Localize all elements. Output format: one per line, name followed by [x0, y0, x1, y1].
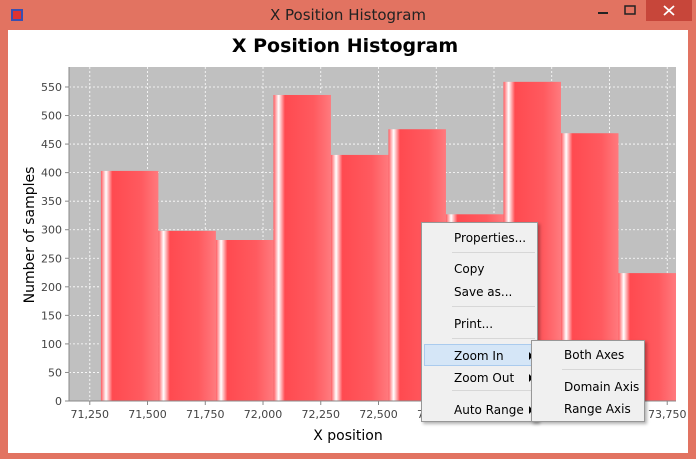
x-axis-label: X position — [313, 428, 383, 444]
menu-item[interactable]: Properties... — [454, 231, 527, 245]
context-menu: Properties... Copy Save as... Print... Zoom … — [421, 222, 538, 422]
y-tick-label: 500 — [41, 110, 62, 123]
menu-separator — [562, 369, 642, 370]
title-bar: X Position Histogram — [0, 0, 696, 30]
menu-separator — [452, 306, 535, 307]
x-tick-label: 71,250 — [71, 408, 110, 421]
bar — [273, 94, 331, 401]
x-tick-label: 72,000 — [244, 408, 283, 421]
chart-title: X Position Histogram — [232, 35, 458, 57]
y-tick-label: 200 — [41, 281, 62, 294]
y-axis-label: Number of samples — [22, 167, 38, 304]
menu-item[interactable]: Save as... — [454, 285, 513, 299]
menu-item[interactable]: Copy — [454, 262, 485, 276]
y-tick-label: 400 — [41, 167, 62, 180]
x-tick-label: 72,500 — [359, 408, 398, 421]
menu-item[interactable]: Auto Range — [454, 403, 524, 417]
bar — [158, 230, 216, 401]
app-icon — [11, 9, 23, 21]
submenu-item[interactable]: Range Axis — [564, 402, 631, 416]
y-tick-label: 100 — [41, 338, 62, 351]
bar — [215, 239, 274, 401]
x-tick-label: 71,750 — [186, 408, 225, 421]
y-tick-label: 550 — [41, 81, 62, 94]
y-tick-label: 150 — [41, 309, 62, 322]
y-tick-label: 50 — [48, 366, 62, 379]
menu-separator — [452, 390, 535, 391]
x-tick-label: 72,250 — [302, 408, 341, 421]
window-controls — [598, 0, 692, 21]
bar — [100, 170, 159, 401]
menu-separator — [452, 338, 535, 339]
x-tick-label: 73,750 — [648, 408, 687, 421]
y-tick-label: 250 — [41, 252, 62, 265]
maximize[interactable] — [624, 5, 636, 15]
menu-separator — [452, 252, 535, 253]
submenu: Both Axes Domain Axis Range Axis — [531, 340, 645, 422]
menu-item[interactable]: Zoom Out — [454, 371, 515, 385]
window-title: X Position Histogram — [269, 6, 427, 24]
y-tick-label: 350 — [41, 195, 62, 208]
y-tick-label: 450 — [41, 138, 62, 151]
bar — [330, 154, 389, 401]
menu-item[interactable]: Print... — [454, 317, 494, 331]
x-tick-label: 71,500 — [128, 408, 167, 421]
submenu-item[interactable]: Both Axes — [564, 348, 625, 362]
submenu-item[interactable]: Domain Axis — [564, 380, 640, 394]
y-tick-label: 300 — [41, 224, 62, 237]
y-tick-label: 0 — [55, 395, 62, 408]
menu-item[interactable]: Zoom In — [454, 349, 504, 363]
